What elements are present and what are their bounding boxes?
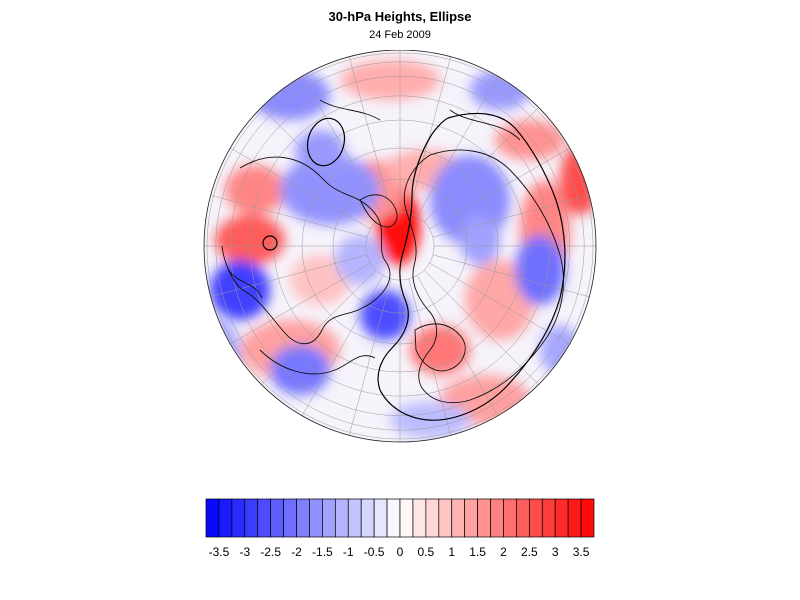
anomaly-blob	[250, 70, 330, 120]
colorbar-tick-label: 1.5	[469, 545, 486, 559]
colorbar-swatch	[309, 498, 323, 538]
anomaly-blob	[280, 155, 380, 225]
plot-subtitle: 24 Feb 2009	[369, 29, 431, 41]
colorbar-swatch	[451, 498, 466, 538]
colorbar-swatch	[425, 498, 440, 538]
colorbar-swatch	[296, 498, 310, 538]
plot-title: 30-hPa Heights, Ellipse	[328, 9, 472, 24]
colorbar-swatch	[257, 498, 272, 538]
colorbar-swatch	[347, 498, 362, 538]
colorbar-swatch	[554, 498, 569, 538]
colorbar-swatch	[386, 498, 401, 538]
colorbar-swatch	[322, 498, 336, 538]
colorbar-tick-label: 3.5	[573, 545, 590, 559]
anomaly-blob	[470, 70, 530, 110]
colorbar-swatch	[270, 498, 284, 538]
map-disk	[204, 50, 596, 442]
colorbar-labels: -3.5 -3 -2.5 -2 -1.5 -1 -0.5 0 0.5 1 1.5 2 2.5 3 3.5	[209, 545, 590, 559]
colorbar-tick-label: 2.5	[521, 545, 538, 559]
colorbar-swatch	[283, 498, 297, 538]
colorbar-tick-label: 1	[448, 545, 455, 559]
map-border	[203, 50, 597, 443]
ellipse-contours	[262, 112, 566, 421]
colorbar-swatch	[334, 498, 349, 538]
colorbar-swatch	[231, 498, 246, 538]
coastlines	[221, 99, 564, 404]
anomaly-blob	[340, 60, 440, 100]
colorbar-tick-label: -2.5	[260, 545, 281, 559]
anomaly-blob	[335, 235, 385, 285]
colorbar: -3.5 -3 -2.5 -2 -1.5 -1 -0.5 0 0.5 1 1.5 2 2.5 3 3.5	[205, 498, 595, 559]
colorbar-tick-label: -1	[343, 545, 354, 559]
colorbar-swatch	[528, 498, 543, 538]
colorbar-swatch	[464, 498, 478, 538]
colorbar-swatch	[477, 498, 491, 538]
colorbar-swatch	[541, 498, 556, 538]
colorbar-swatch	[244, 498, 259, 538]
colorbar-swatches	[205, 498, 595, 538]
anomaly-blob	[560, 145, 596, 215]
anomaly-blob	[225, 165, 285, 215]
anomaly-blob	[210, 260, 270, 320]
anomaly-blob	[495, 120, 565, 160]
colorbar-swatch	[490, 498, 504, 538]
colorbar-tick-label: -1.5	[312, 545, 333, 559]
colorbar-tick-label: -0.5	[364, 545, 385, 559]
anomaly-blob	[270, 345, 330, 395]
colorbar-swatch	[567, 498, 582, 538]
colorbar-swatch	[580, 498, 595, 538]
anomaly-blob	[410, 325, 470, 375]
anomaly-blob	[290, 255, 350, 305]
colorbar-tick-label: 0	[397, 545, 404, 559]
colorbar-swatch	[373, 498, 388, 538]
colorbar-tick-label: 0.5	[418, 545, 435, 559]
colorbar-swatch	[412, 498, 427, 538]
polar-map	[203, 50, 597, 443]
colorbar-swatch	[438, 498, 453, 538]
colorbar-swatch	[205, 498, 220, 538]
colorbar-swatch	[360, 498, 375, 538]
anomaly-blob	[295, 130, 345, 170]
colorbar-swatch	[399, 498, 414, 538]
anomaly-blob	[515, 235, 565, 305]
colorbar-tick-label: 2	[500, 545, 507, 559]
colorbar-tick-label: -2	[291, 545, 302, 559]
colorbar-swatch	[503, 498, 517, 538]
colorbar-swatch	[218, 498, 233, 538]
colorbar-tick-label: 3	[552, 545, 559, 559]
anomaly-blob	[360, 290, 410, 340]
colorbar-tick-label: -3.5	[209, 545, 230, 559]
colorbar-tick-label: -3	[239, 545, 250, 559]
colorbar-swatch	[516, 498, 530, 538]
